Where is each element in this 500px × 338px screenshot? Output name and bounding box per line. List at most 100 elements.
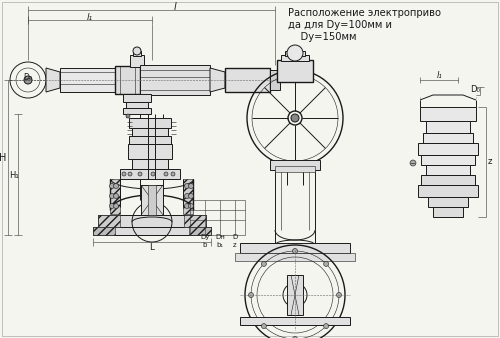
Bar [132, 159, 168, 169]
Text: D₀: D₀ [23, 73, 32, 82]
Text: Dн: Dн [215, 234, 225, 240]
Circle shape [164, 172, 168, 176]
Text: l₁: l₁ [437, 72, 443, 80]
Circle shape [184, 193, 190, 198]
Bar [98, 215, 120, 227]
Bar [128, 144, 172, 159]
Bar [423, 133, 473, 143]
Text: Расположение электроприво
да для Dy=100мм и
    Dy=150мм: Расположение электроприво да для Dy=100м… [288, 8, 440, 42]
Bar [277, 60, 313, 82]
Circle shape [188, 184, 194, 189]
Circle shape [292, 337, 298, 338]
Circle shape [24, 76, 32, 84]
Circle shape [292, 248, 298, 254]
Bar [126, 102, 148, 108]
Bar [270, 70, 280, 90]
Circle shape [151, 172, 155, 176]
Bar [93, 227, 115, 235]
Circle shape [184, 184, 190, 189]
Text: l: l [174, 2, 176, 12]
Bar [140, 70, 210, 90]
Bar [421, 155, 475, 165]
Circle shape [248, 292, 254, 297]
Bar [156, 227, 211, 235]
Bar [426, 121, 470, 133]
Bar [184, 215, 206, 227]
Circle shape [138, 172, 142, 176]
Bar [426, 165, 470, 175]
Circle shape [126, 114, 130, 118]
Bar [123, 94, 151, 102]
Bar [420, 107, 476, 121]
Bar [281, 55, 309, 61]
Text: l₁: l₁ [87, 13, 93, 22]
Bar [130, 55, 144, 67]
Circle shape [110, 184, 114, 189]
Text: D₀: D₀ [470, 86, 480, 95]
Text: Dу: Dу [200, 234, 209, 240]
Circle shape [262, 261, 266, 266]
Circle shape [122, 172, 126, 176]
Bar [123, 108, 151, 114]
Text: D: D [232, 234, 237, 240]
Circle shape [114, 193, 118, 198]
Bar [190, 200, 245, 235]
Circle shape [114, 203, 118, 209]
Bar [115, 66, 140, 94]
Circle shape [287, 45, 303, 61]
Bar [133, 51, 141, 56]
Bar [129, 118, 171, 128]
Circle shape [324, 323, 328, 329]
Polygon shape [46, 68, 60, 92]
Bar [93, 227, 211, 235]
Bar [275, 166, 315, 172]
Text: z: z [233, 242, 237, 248]
Bar [93, 227, 148, 235]
Bar [433, 207, 463, 217]
Circle shape [110, 203, 114, 209]
Bar [120, 169, 180, 179]
Circle shape [184, 203, 190, 209]
Bar [183, 179, 193, 214]
Bar [98, 215, 206, 227]
Circle shape [188, 203, 194, 209]
Bar [270, 160, 320, 170]
Text: b₁: b₁ [216, 242, 224, 248]
Circle shape [133, 47, 141, 55]
Circle shape [128, 172, 132, 176]
Bar [148, 185, 156, 215]
Bar [285, 51, 305, 56]
Bar [428, 197, 468, 207]
Bar [418, 185, 478, 197]
Bar [235, 253, 355, 261]
Text: z: z [488, 158, 492, 167]
Text: H₁: H₁ [9, 170, 19, 179]
Bar [129, 136, 171, 144]
Polygon shape [210, 68, 225, 92]
Text: H: H [0, 153, 6, 163]
Circle shape [114, 184, 118, 189]
Bar [240, 317, 350, 325]
Bar [421, 175, 475, 185]
Circle shape [188, 193, 194, 198]
Bar [98, 215, 206, 227]
Circle shape [171, 172, 175, 176]
Bar [287, 275, 303, 315]
Bar [240, 243, 350, 253]
Text: b: b [203, 242, 207, 248]
Bar [225, 68, 270, 92]
Bar [140, 65, 210, 95]
Text: L: L [150, 243, 154, 252]
Bar [418, 143, 478, 155]
Circle shape [291, 114, 299, 122]
Circle shape [324, 261, 328, 266]
Circle shape [262, 323, 266, 329]
Circle shape [410, 160, 416, 166]
Circle shape [336, 292, 342, 297]
Bar [110, 179, 120, 214]
Circle shape [110, 193, 114, 198]
Bar [141, 185, 163, 215]
Bar [60, 68, 115, 92]
Bar [189, 227, 211, 235]
Bar [132, 128, 168, 136]
